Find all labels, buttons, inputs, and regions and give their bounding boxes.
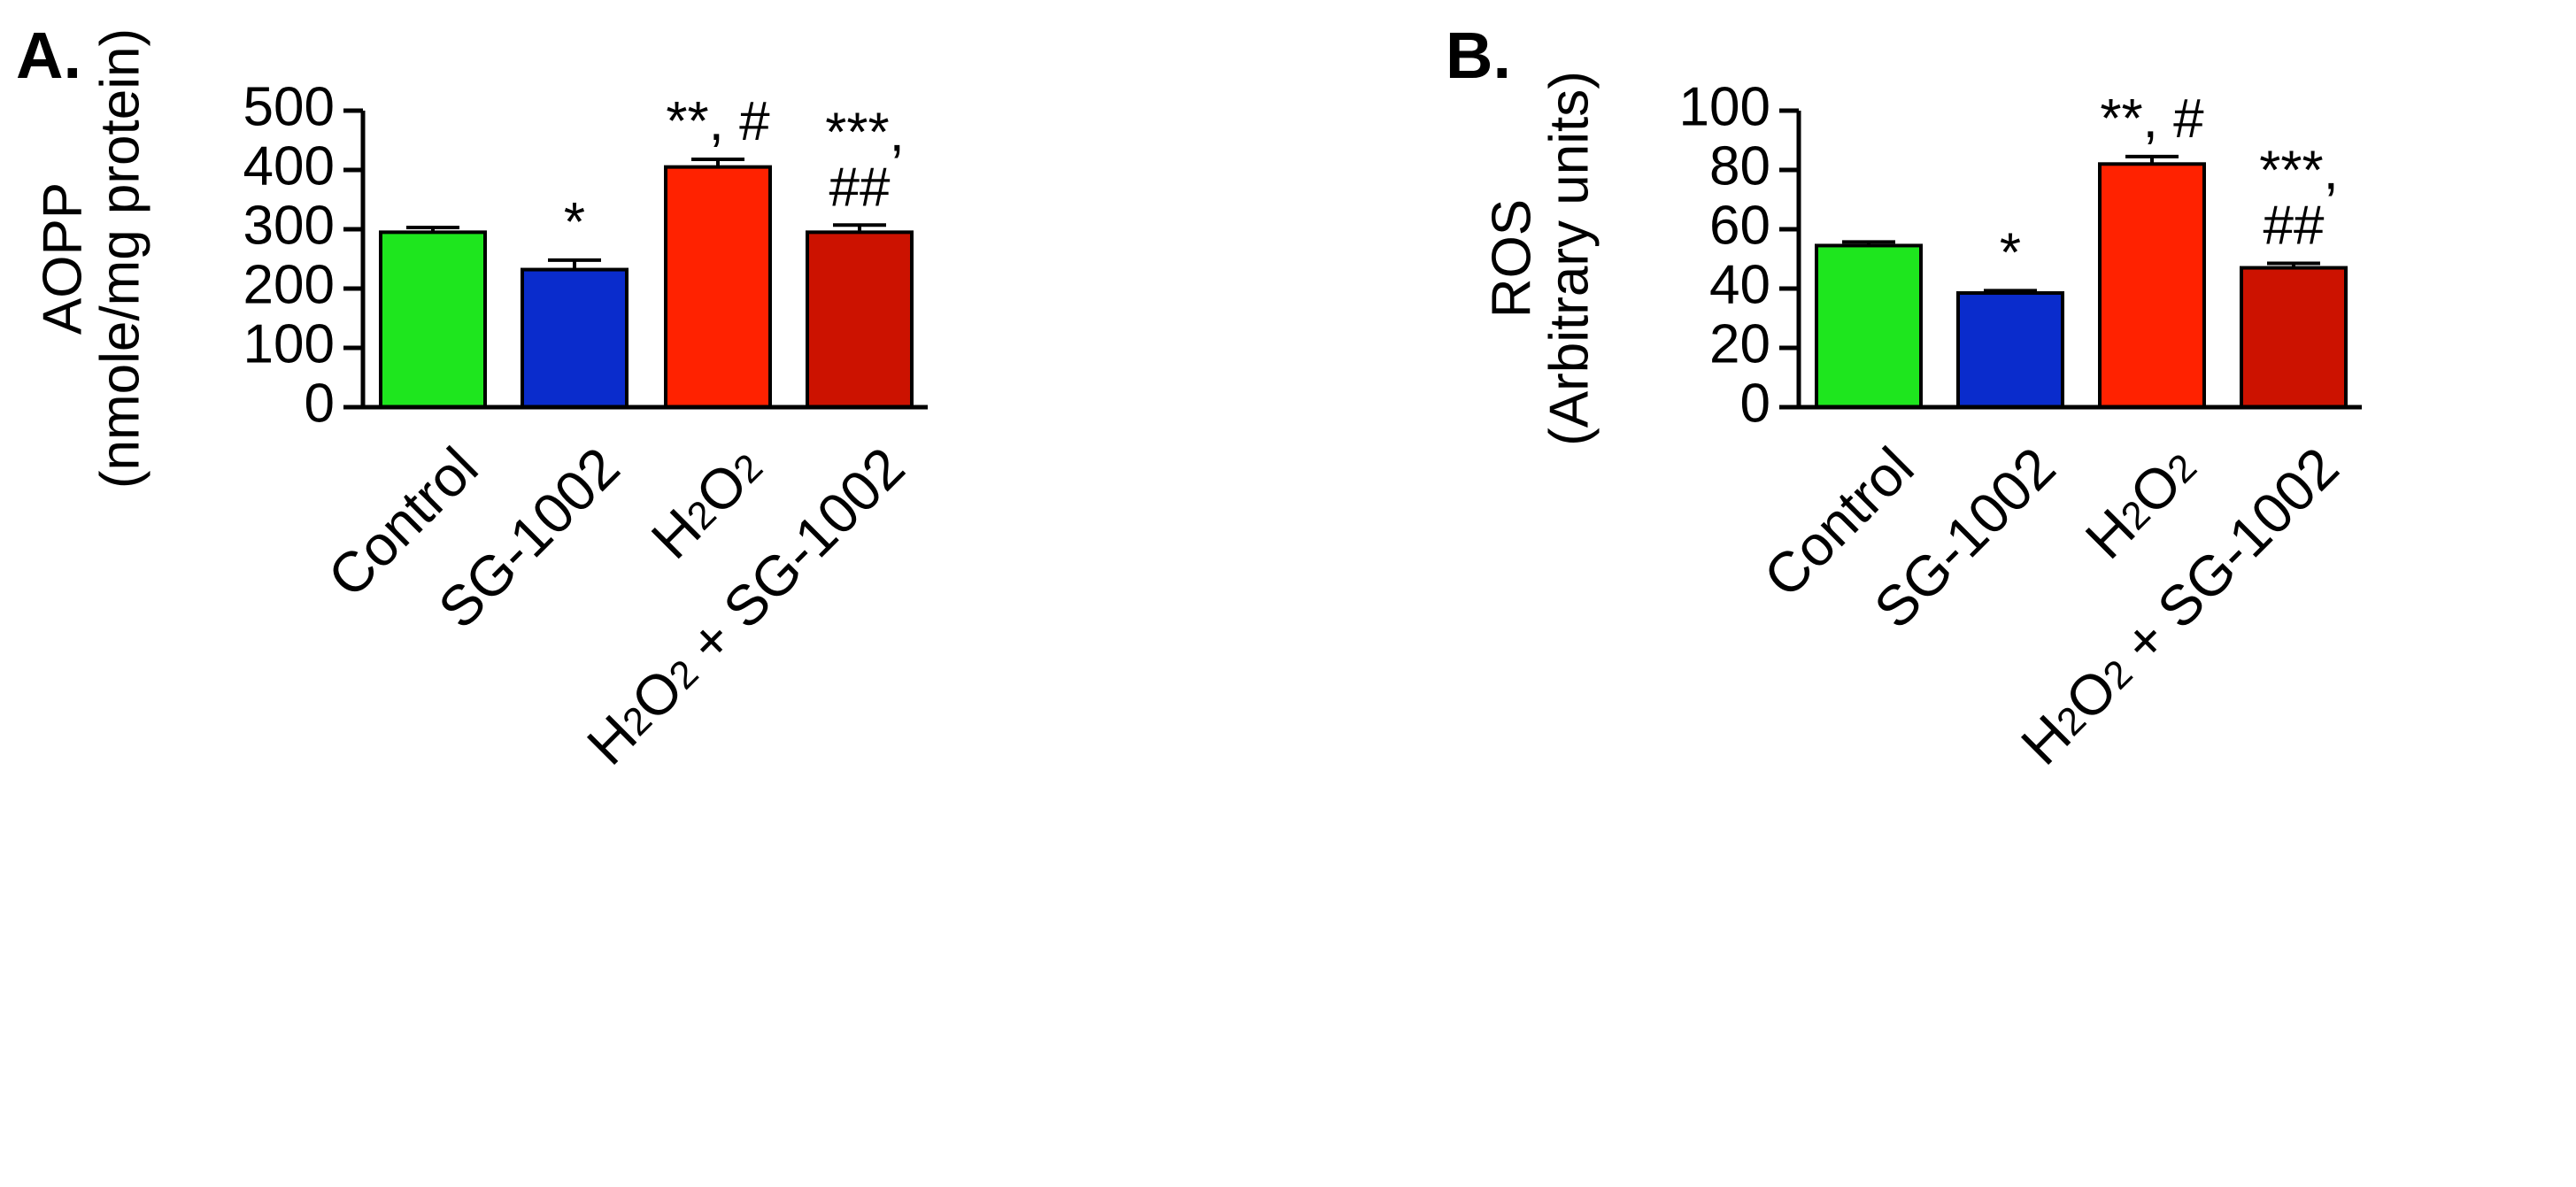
panel-label: A.	[16, 19, 81, 92]
y-tick-label: 300	[243, 195, 335, 256]
y-tick-label: 100	[1679, 76, 1770, 137]
y-axis-label: ROS	[1481, 199, 1542, 318]
bar	[2240, 266, 2348, 409]
significance-annotation: *	[2000, 222, 2021, 283]
significance-annotation: *	[564, 192, 585, 253]
y-axis-label: AOPP	[32, 182, 93, 335]
y-tick-label: 400	[243, 135, 335, 197]
bar	[806, 230, 914, 409]
bar	[2098, 162, 2206, 410]
significance-annotation: **, #	[2100, 89, 2204, 150]
x-tick-label: H2O2	[2073, 435, 2209, 571]
y-tick-label: 60	[1709, 195, 1770, 256]
y-axis-unit-label: (nmole/mg protein)	[89, 28, 150, 489]
bar	[1956, 291, 2064, 409]
panel-label: B.	[1446, 19, 1511, 92]
significance-annotation: ##	[829, 157, 891, 218]
y-tick-label: 0	[1740, 373, 1770, 434]
significance-annotation: **, #	[666, 91, 770, 152]
bar	[521, 267, 629, 409]
y-tick-label: 20	[1709, 313, 1770, 374]
chart-panel-b: B. ROS(Arbitrary units) * **, # ***,## 020406…	[1446, 19, 2362, 777]
bar	[379, 230, 487, 409]
significance-annotation: ##	[2264, 196, 2325, 257]
chart-panel-a: A. AOPP(nmole/mg protein) * **, # ***,## 0100…	[16, 19, 928, 777]
bar	[664, 165, 772, 409]
y-tick-label: 40	[1709, 254, 1770, 315]
y-tick-label: 200	[243, 254, 335, 315]
y-tick-label: 0	[305, 373, 335, 434]
bar	[1815, 243, 1923, 409]
y-tick-label: 100	[243, 313, 335, 374]
significance-annotation: ***,	[825, 102, 905, 163]
significance-annotation: ***,	[2259, 141, 2339, 202]
x-tick-label: H2O2	[639, 435, 775, 571]
y-tick-label: 500	[243, 76, 335, 137]
y-tick-label: 80	[1709, 135, 1770, 197]
y-axis-unit-label: (Arbitrary units)	[1539, 71, 1600, 446]
